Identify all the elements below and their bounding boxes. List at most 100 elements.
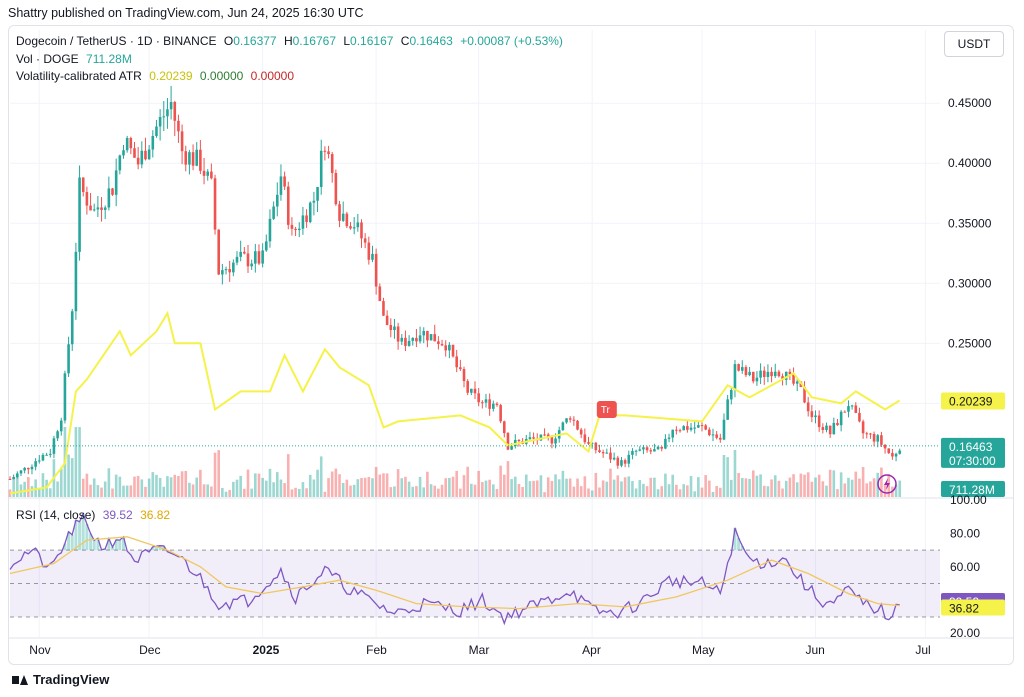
candle-body (847, 406, 850, 412)
candle-body (206, 171, 210, 176)
candle-body (125, 138, 129, 151)
time-axis-label: May (692, 643, 715, 657)
volume-bar (114, 474, 118, 497)
candle-body (261, 250, 264, 264)
candle-body (78, 177, 81, 252)
volume-bar (865, 483, 869, 497)
candle-body (297, 228, 301, 231)
candle-body (272, 206, 275, 219)
candle-body (158, 116, 162, 127)
volume-bar (85, 473, 89, 497)
volume-bar (627, 476, 631, 497)
candle-body (653, 449, 656, 452)
volume-bar (81, 478, 85, 497)
candle-body (327, 151, 330, 155)
volume-bar (70, 458, 74, 497)
volume-bar (781, 488, 784, 497)
volume-bar (704, 475, 707, 497)
candle-body (814, 415, 817, 418)
candle-body (12, 477, 15, 480)
volume-bar (279, 479, 283, 497)
volume-bar (429, 484, 433, 497)
volume-bar (147, 478, 151, 497)
volume-bar (323, 491, 327, 497)
chart-frame (8, 25, 1014, 665)
rsi-label: RSI (14, close) (16, 508, 96, 522)
time-axis-label: 2025 (253, 643, 280, 657)
volume-bar (557, 479, 561, 497)
volume-bar (766, 486, 770, 497)
candle-body (140, 150, 144, 165)
volume-bar (140, 479, 144, 497)
candle-body (19, 470, 23, 474)
rsi-axis-label: 60.00 (950, 560, 980, 574)
volume-bar (693, 491, 696, 497)
volume-bar (649, 477, 653, 497)
volume-bar (122, 485, 125, 497)
candle-body (188, 152, 191, 165)
volume-bar (499, 465, 502, 497)
currency-button[interactable]: USDT (944, 31, 1004, 57)
volume-bar (169, 477, 173, 497)
brand-text: TradingView (33, 672, 110, 687)
atr-legend: Volatility-calibrated ATR 0.20239 0.0000… (16, 69, 298, 83)
candle-body (719, 437, 722, 440)
volume-badge (941, 481, 1005, 497)
atr-label: Volatility-calibrated ATR (16, 69, 142, 83)
volume-bar (762, 485, 766, 497)
candle-body (894, 453, 898, 457)
volume-bar (217, 450, 221, 497)
candle-body (191, 152, 195, 166)
volume-bar (352, 484, 356, 497)
candle-body (367, 242, 371, 260)
candle-body (96, 207, 100, 210)
volume-bar (228, 489, 231, 497)
volume-bar (777, 480, 781, 497)
volume-bar (297, 488, 301, 497)
candle-body (766, 371, 770, 377)
candle-body (305, 215, 308, 223)
volume-bar (510, 479, 513, 497)
rsi-axis-label: 20.00 (950, 626, 980, 640)
candle-body (243, 251, 246, 254)
volume-bar (349, 485, 352, 497)
candle-body (360, 222, 363, 239)
volume-bar (268, 468, 272, 497)
volume-bar (199, 469, 202, 497)
candle-body (155, 126, 158, 136)
candle-body (459, 367, 462, 370)
volume-bar (23, 481, 26, 497)
volume-bar (682, 484, 686, 497)
volume-bar (832, 470, 836, 497)
candle-body (777, 371, 781, 377)
volume-bar (858, 478, 861, 497)
lightning-icon[interactable] (877, 474, 897, 494)
candle-body (700, 425, 704, 427)
volume-bar (37, 488, 41, 497)
candle-body (426, 330, 429, 341)
atr-value-1: 0.20239 (149, 69, 193, 83)
time-axis-label: Apr (582, 643, 601, 657)
volume-bar (239, 475, 242, 497)
volume-bar (667, 484, 671, 497)
volume-bar (539, 475, 543, 497)
event-marker[interactable] (596, 401, 617, 418)
volume-bar (264, 480, 268, 497)
volume-bar (583, 476, 587, 497)
volume-bar (751, 470, 755, 497)
tradingview-brand[interactable]: TradingView (12, 672, 109, 687)
candle-body (85, 192, 89, 206)
candle-body (268, 218, 272, 242)
volume-bar (103, 481, 107, 497)
candle-body (232, 262, 235, 273)
volume-bar (319, 456, 323, 497)
volume-bar (660, 486, 664, 497)
candle-body (349, 226, 352, 229)
volume-bar (162, 486, 166, 497)
candle-body (27, 467, 30, 470)
candle-body (638, 449, 642, 451)
volume-bar (12, 477, 15, 497)
volume-bar (620, 481, 623, 497)
atr-value-3: 0.00000 (250, 69, 295, 83)
